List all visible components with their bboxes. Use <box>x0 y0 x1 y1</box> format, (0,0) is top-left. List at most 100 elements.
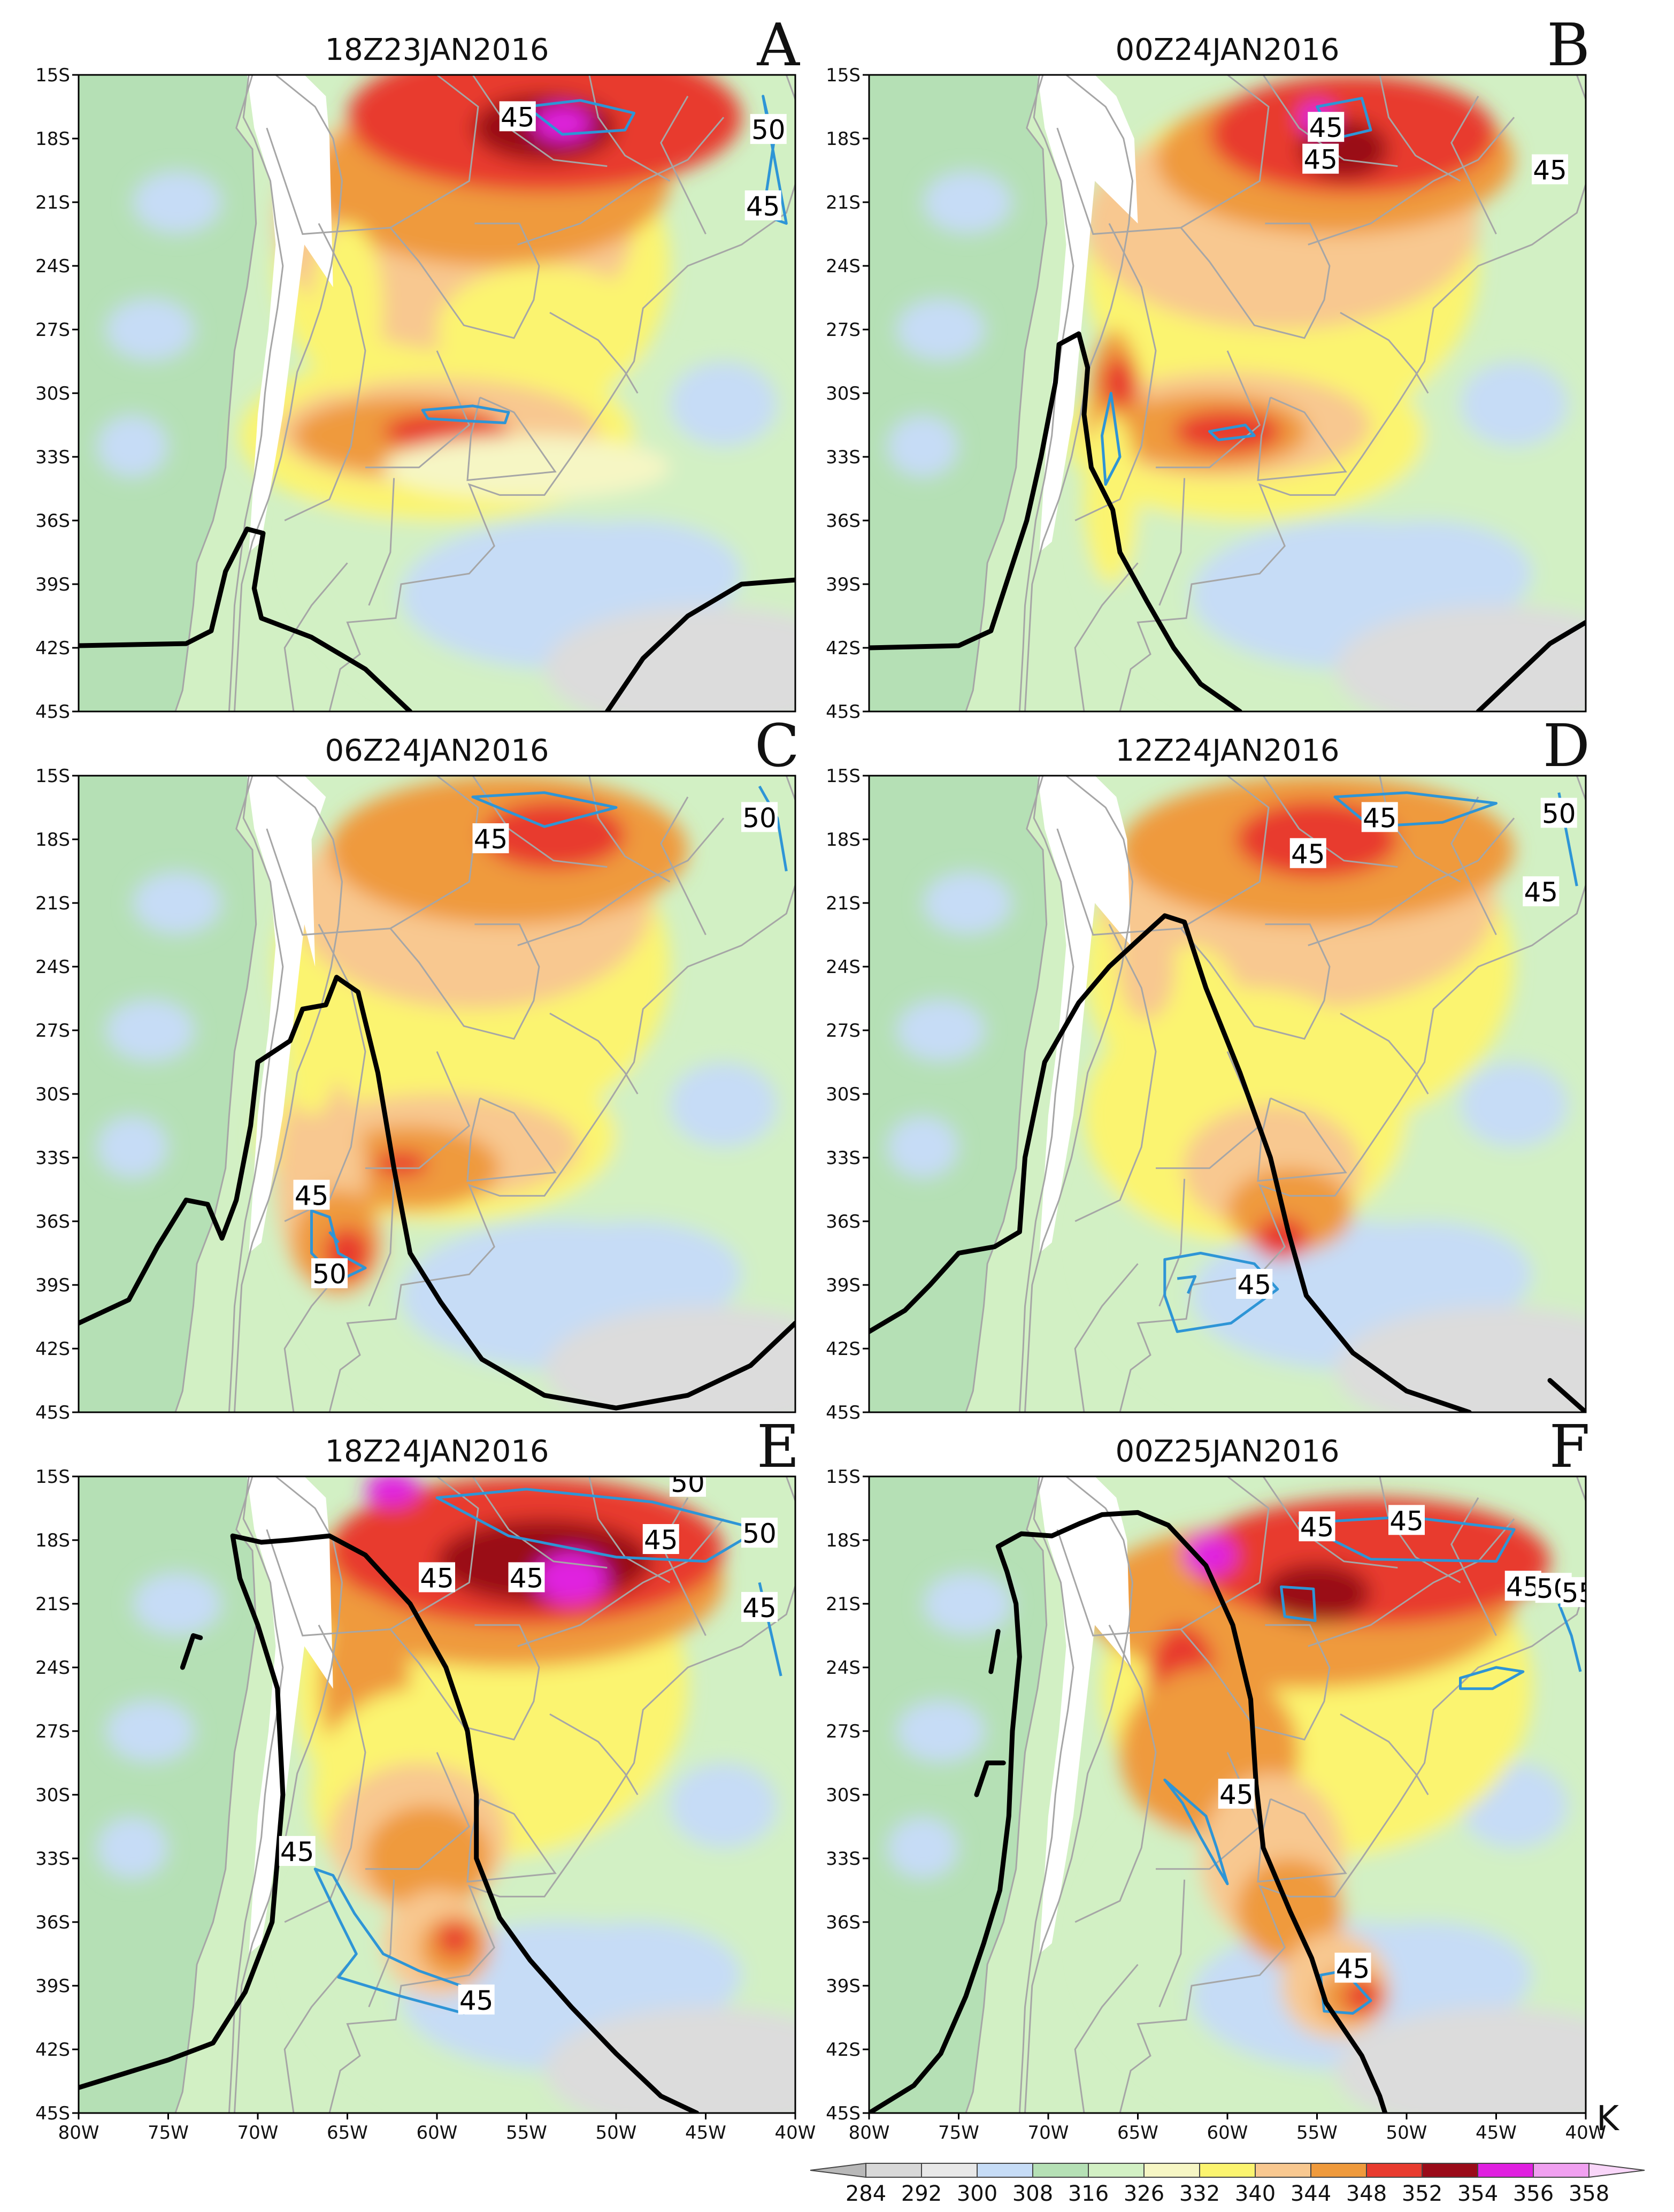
geography-lines <box>965 75 1586 711</box>
missing-data-region <box>247 776 326 1253</box>
missing-data-region <box>247 75 333 553</box>
lat-tick-label: 18S <box>35 829 70 851</box>
colorbar-swatch <box>1422 2163 1478 2178</box>
coastline <box>228 75 284 711</box>
contour-label: 50 <box>1540 798 1577 829</box>
ocean-field-west <box>79 75 256 711</box>
lat-tick-label: 18S <box>826 128 861 150</box>
country-border <box>1158 1879 1186 2008</box>
contour-label-text: 45 <box>1533 155 1567 186</box>
map-panel-a: 18Z23JAN2016 A 45 50 45 15S 18S 21S 24S 27S 30S 33S… <box>35 11 800 723</box>
lat-tick-label: 33S <box>826 1848 861 1870</box>
contour-label-box <box>1388 1505 1425 1535</box>
contour-label-text: 50 <box>1542 798 1576 829</box>
contour-label-box <box>741 1518 778 1548</box>
panel-title: 00Z25JAN2016 <box>1115 1434 1339 1469</box>
lat-tick-label: 36S <box>826 1211 861 1233</box>
blue-contour <box>421 404 510 424</box>
blue-contour <box>1459 1666 1525 1690</box>
country-border <box>1074 562 1139 711</box>
contour-label: 45 <box>642 1524 679 1556</box>
black-contours <box>869 1510 1388 2113</box>
lon-tick-label: 60W <box>1207 2122 1248 2144</box>
field-region <box>481 801 625 869</box>
lat-tick-label: 39S <box>826 1275 861 1296</box>
country-border <box>549 311 639 394</box>
country-border <box>266 776 479 936</box>
contour-label-box <box>293 1180 330 1210</box>
contour-label-text: 50 <box>751 114 786 146</box>
coastline <box>228 1476 284 2113</box>
country-border <box>472 1476 608 1569</box>
country-border <box>588 75 671 182</box>
contour-label: 45 <box>1289 838 1326 870</box>
black-contour <box>974 1761 1006 1797</box>
field-region <box>923 871 1012 935</box>
panel-letter: B <box>1547 11 1590 79</box>
field-region <box>670 1763 778 1848</box>
lat-tick-label: 39S <box>35 1275 70 1296</box>
black-contours <box>869 913 1586 1412</box>
contour-label-box <box>311 1258 348 1289</box>
coastline <box>965 776 1048 1412</box>
black-contour <box>79 526 413 711</box>
coastline <box>1119 1476 1586 2113</box>
country-border <box>389 923 540 1040</box>
field-region <box>1173 410 1281 453</box>
coastline <box>1024 75 1134 711</box>
blue-contour <box>471 791 618 828</box>
contour-label-box <box>642 1524 679 1554</box>
lon-tick-label: 50W <box>596 2122 637 2144</box>
lat-tick-label: 42S <box>35 1338 70 1360</box>
panel-title: 12Z24JAN2016 <box>1115 733 1339 768</box>
field-region <box>526 1922 742 2029</box>
field-region <box>670 1062 778 1147</box>
country-border <box>365 350 471 469</box>
contour-label-text: 45 <box>1237 1269 1271 1300</box>
contour-label-box <box>1308 112 1345 142</box>
lat-tick-label: 21S <box>35 192 70 213</box>
lat-tick-label: 30S <box>826 383 861 404</box>
lon-tick-label: 65W <box>327 2122 368 2144</box>
lon-tick-label: 45W <box>685 2122 726 2144</box>
lon-tick-label: 60W <box>417 2122 458 2144</box>
field-region <box>544 1306 795 1412</box>
contour-label: 45 <box>1308 112 1345 143</box>
contour-label-box <box>1218 1779 1255 1809</box>
country-border <box>549 1713 639 1795</box>
country-border <box>1340 1012 1429 1094</box>
contour-label-text: 45 <box>474 824 508 855</box>
contour-label-box <box>419 1562 455 1593</box>
country-border <box>1450 1497 1497 1636</box>
country-border <box>472 776 608 868</box>
contour-label: 45 <box>1302 143 1339 175</box>
lat-tick-label: 15S <box>35 766 70 787</box>
colorbar-swatch <box>1533 2163 1589 2178</box>
black-contour <box>869 913 1472 1412</box>
contour-label-box <box>1540 798 1577 828</box>
coastline <box>1024 776 1134 1412</box>
lon-tick-label: 40W <box>775 2122 816 2144</box>
country-border <box>1158 478 1186 606</box>
lat-tick-label: 42S <box>826 2039 861 2061</box>
contour-label-box <box>279 1836 316 1866</box>
contour-label-text: 45 <box>1300 1512 1334 1543</box>
contour-label-text: 45 <box>510 1563 544 1594</box>
country-border <box>1074 1964 1139 2113</box>
blue-contour <box>1208 424 1256 441</box>
contour-label-box <box>458 1984 495 2015</box>
colorbar-level-label: 340 <box>1235 2182 1276 2206</box>
country-border <box>1074 1625 1157 1923</box>
colorbar-level-label: 308 <box>1012 2182 1053 2206</box>
country-border <box>517 817 725 946</box>
lat-tick-label: 18S <box>826 1530 861 1551</box>
blue-contour <box>435 1488 761 1563</box>
contour-label-box <box>741 1591 778 1622</box>
lat-tick-label: 45S <box>826 1402 861 1423</box>
contour-label: 45 <box>293 1180 330 1211</box>
blue-contour <box>1163 1252 1279 1333</box>
lat-tick-label: 36S <box>35 1211 70 1233</box>
lat-tick-label: 27S <box>826 1020 861 1042</box>
contour-label-box <box>1299 1511 1335 1542</box>
